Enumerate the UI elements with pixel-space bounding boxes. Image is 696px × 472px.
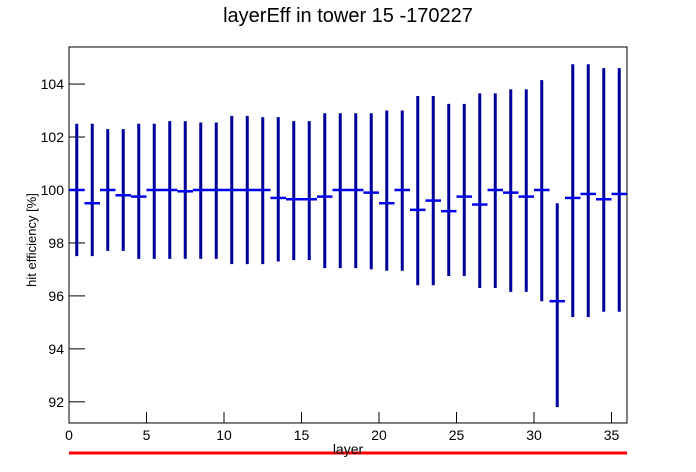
x-tick-label: 25 xyxy=(449,427,465,443)
x-tick-label: 20 xyxy=(371,427,387,443)
x-tick-label: 15 xyxy=(294,427,310,443)
x-tick-label: 30 xyxy=(526,427,542,443)
y-tick-label: 102 xyxy=(41,129,65,145)
x-axis-label: layer xyxy=(333,441,364,457)
y-tick-label: 96 xyxy=(48,288,64,304)
y-tick-label: 100 xyxy=(41,182,65,198)
y-tick-label: 98 xyxy=(48,235,64,251)
x-tick-label: 5 xyxy=(143,427,151,443)
chart-title: layerEff in tower 15 -170227 xyxy=(223,5,473,27)
plot-frame xyxy=(68,46,628,424)
y-axis-label: hit efficiency [%] xyxy=(24,193,39,287)
x-tick-label: 0 xyxy=(65,427,73,443)
x-tick-label: 35 xyxy=(604,427,620,443)
y-tick-label: 92 xyxy=(48,394,64,410)
x-tick-label: 10 xyxy=(216,427,232,443)
y-tick-label: 104 xyxy=(41,76,65,92)
y-tick-label: 94 xyxy=(48,341,64,357)
